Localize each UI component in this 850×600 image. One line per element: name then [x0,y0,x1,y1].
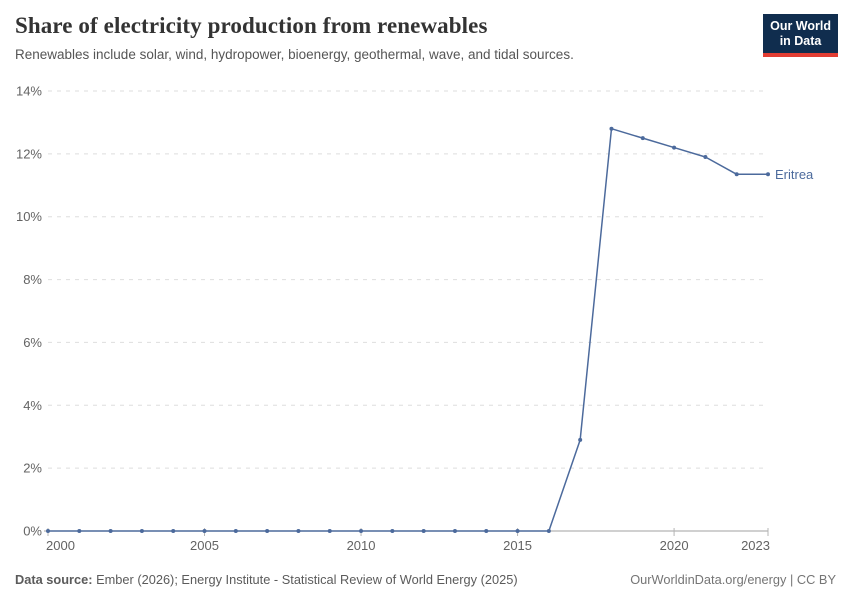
x-axis-tick-label: 2020 [660,538,689,553]
chart-header: Share of electricity production from ren… [15,13,750,62]
data-point[interactable] [233,529,238,533]
data-point[interactable] [766,172,770,177]
x-axis-tick-label: 2000 [46,538,75,553]
data-point[interactable] [202,529,207,533]
x-axis-tick-label: 2023 [741,538,770,553]
x-axis-tick-label: 2005 [190,538,219,553]
data-point[interactable] [171,529,176,533]
data-point[interactable] [734,172,739,177]
y-axis-tick-label: 10% [16,209,42,224]
data-point[interactable] [139,529,144,533]
data-point[interactable] [546,529,551,533]
owid-logo-line2: in Data [779,34,822,49]
chart-footer: Data source: Ember (2026); Energy Instit… [15,572,836,587]
y-axis-tick-label: 12% [16,146,42,161]
data-point[interactable] [108,529,113,533]
data-line-eritrea[interactable] [47,127,769,532]
y-axis-tick-label: 4% [23,398,42,413]
chart-title: Share of electricity production from ren… [15,13,488,38]
y-axis-tick-label: 0% [23,524,42,539]
x-axis-tick-label: 2015 [503,538,532,553]
data-point[interactable] [515,529,520,533]
data-point[interactable] [296,529,301,533]
chart-subtitle: Renewables include solar, wind, hydropow… [15,47,574,62]
data-point[interactable] [77,529,82,533]
owid-logo[interactable]: Our World in Data [763,14,838,57]
data-source-label: Data source: [15,572,93,587]
footer-credit-link[interactable]: OurWorldinData.org/energy | CC BY [630,572,836,587]
data-point[interactable] [578,437,583,442]
data-point[interactable] [359,529,364,533]
x-axis-tick-label: 2010 [347,538,376,553]
y-axis-tick-label: 14% [16,84,42,99]
y-axis-tick-label: 2% [23,461,42,476]
data-point[interactable] [703,155,708,159]
series-label-eritrea[interactable]: Eritrea [775,167,814,182]
data-point[interactable] [640,136,645,141]
y-axis-tick-label: 6% [23,335,42,350]
data-point[interactable] [390,529,395,533]
data-point[interactable] [421,529,426,533]
data-point[interactable] [265,529,270,533]
data-point[interactable] [484,529,489,533]
data-point[interactable] [46,529,50,533]
data-source-note: Data source: Ember (2026); Energy Instit… [15,572,518,587]
data-source-text: Ember (2026); Energy Institute - Statist… [92,572,518,587]
data-point[interactable] [672,145,677,150]
data-point[interactable] [609,126,614,131]
data-point[interactable] [452,529,457,533]
owid-logo-line1: Our World [770,19,831,33]
data-point[interactable] [327,529,332,533]
y-axis-tick-label: 8% [23,272,42,287]
